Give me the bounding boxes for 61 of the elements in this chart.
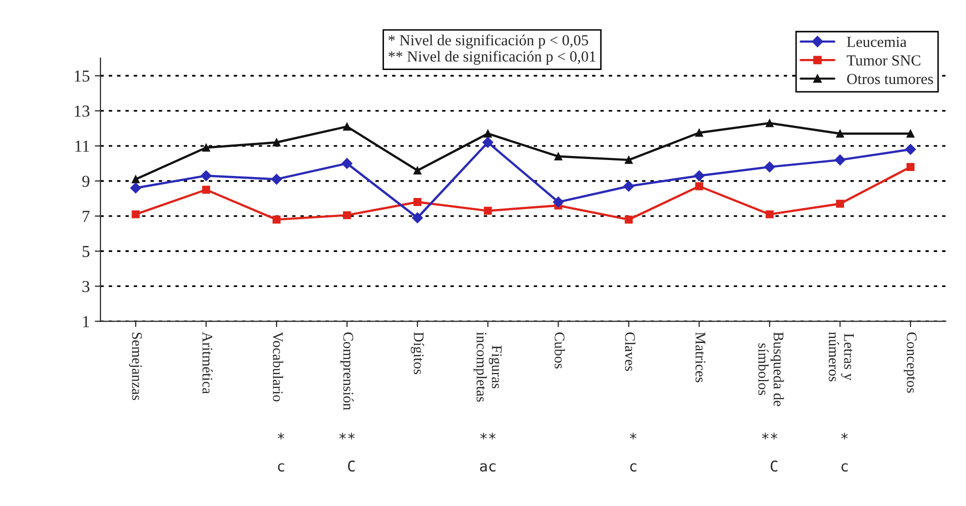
point — [695, 182, 704, 190]
point — [836, 130, 844, 138]
annotation: * Nivel de significación p < 0,05 ** Nivel de significación p < 0,01 — [388, 34, 596, 65]
point — [202, 186, 210, 194]
x-tick-label: Matrices — [696, 332, 706, 382]
point — [200, 170, 212, 182]
point — [342, 158, 352, 169]
legend-label: Otros tumores — [847, 74, 933, 84]
point — [482, 136, 494, 148]
point — [836, 200, 844, 208]
y-tick-label: 3 — [82, 280, 90, 292]
point — [272, 138, 281, 146]
point — [412, 212, 423, 224]
point — [484, 130, 492, 138]
x-tick-label: Semejanzas — [129, 332, 142, 400]
point — [764, 162, 776, 172]
text: * ** ** * ** * — [278, 432, 848, 440]
point — [272, 216, 281, 224]
y-tick-label: 7 — [82, 210, 90, 222]
point — [552, 196, 564, 208]
point — [271, 174, 282, 185]
point — [834, 154, 846, 166]
point — [413, 166, 422, 174]
text: c C ac c C c — [278, 460, 848, 472]
x-tick-label: Busqueda de símbolos — [758, 332, 784, 406]
point — [130, 182, 142, 194]
point — [766, 210, 774, 218]
legend-label: Tumor SNC — [846, 55, 920, 66]
x-tick-label: Comprensión — [340, 332, 354, 410]
y-tick-label: 9 — [82, 176, 90, 187]
point — [694, 170, 705, 182]
point — [624, 216, 633, 224]
point — [132, 210, 140, 218]
point — [623, 180, 634, 192]
y-tick-label: 13 — [74, 106, 90, 117]
point — [202, 144, 210, 152]
point — [906, 130, 914, 138]
point — [132, 175, 140, 184]
point — [624, 156, 633, 164]
point — [343, 122, 351, 131]
point — [695, 128, 704, 137]
point — [905, 144, 916, 155]
legend-label: Leucemia — [846, 36, 907, 48]
y-tick-label: 15 — [74, 70, 90, 82]
x-tick-label: Conceptos — [904, 332, 917, 393]
y-tick-label: 11 — [75, 140, 90, 152]
x-tick-label: Vocabulario — [272, 332, 284, 402]
y-tick-label: 5 — [82, 246, 90, 258]
x-tick-label: Claves — [625, 332, 636, 371]
point — [413, 198, 422, 206]
point — [484, 206, 492, 215]
point — [906, 162, 914, 171]
point — [343, 211, 351, 220]
x-tick-label: Dígitos — [410, 332, 424, 374]
point — [766, 119, 774, 128]
y-tick-label: 1 — [83, 316, 90, 328]
point — [554, 152, 562, 160]
x-tick-label: Letras y números — [828, 332, 854, 382]
x-tick-label: Aritmética — [202, 332, 213, 394]
x-tick-label: Cubos — [554, 332, 565, 368]
x-tick-label: Figuras incompletas — [474, 332, 502, 402]
